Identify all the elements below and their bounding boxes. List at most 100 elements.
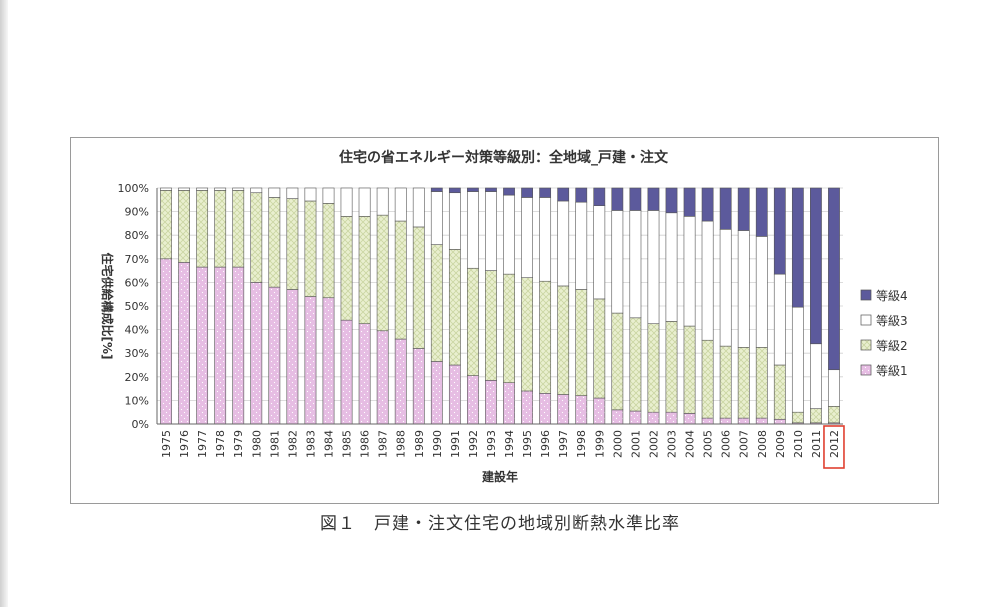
bar-segment bbox=[828, 405, 840, 424]
x-tick-label: 1988 bbox=[395, 430, 408, 458]
bar-segment bbox=[485, 187, 497, 192]
bar-segment bbox=[810, 343, 822, 409]
bar-segment bbox=[160, 258, 172, 425]
bar-segment bbox=[503, 187, 515, 196]
x-tick-label: 2002 bbox=[647, 430, 660, 458]
bar-segment bbox=[719, 345, 732, 419]
bar-segment bbox=[430, 191, 443, 245]
legend-label: 等級4 bbox=[876, 289, 908, 303]
bar-segment bbox=[286, 198, 299, 290]
y-tick-label: 10% bbox=[125, 394, 149, 407]
bar-segment bbox=[539, 197, 552, 282]
x-tick-label: 1976 bbox=[178, 430, 191, 458]
bar-segment bbox=[828, 369, 840, 407]
bar-segment bbox=[665, 411, 678, 425]
bar-segment bbox=[683, 187, 696, 217]
bar-segment bbox=[467, 187, 479, 192]
bar-segment bbox=[214, 266, 227, 425]
highlight-box bbox=[823, 425, 845, 469]
bar-segment bbox=[611, 187, 624, 211]
y-tick-label: 20% bbox=[125, 371, 149, 384]
bar-segment bbox=[430, 187, 443, 192]
bar-segment bbox=[448, 249, 461, 366]
legend-swatch bbox=[860, 314, 872, 326]
bar-segment bbox=[286, 289, 299, 425]
bar-segment bbox=[394, 187, 407, 222]
bar-segment bbox=[286, 187, 299, 199]
bar-segment bbox=[521, 187, 533, 198]
x-tick-label: 1999 bbox=[593, 430, 606, 458]
bar-segment bbox=[521, 390, 533, 425]
bar-segment bbox=[737, 230, 750, 348]
bar-segment bbox=[178, 187, 190, 191]
x-tick-label: 1993 bbox=[485, 430, 498, 458]
bar-segment bbox=[701, 187, 714, 222]
bar-segment bbox=[665, 187, 678, 214]
bar-segment bbox=[773, 273, 786, 366]
figure-caption: 図１ 戸建・注文住宅の地域別断熱水準比率 bbox=[320, 514, 680, 534]
x-tick-label: 1996 bbox=[539, 430, 552, 458]
bar-segment bbox=[322, 297, 335, 425]
bar-segment bbox=[828, 187, 840, 371]
bar-segment bbox=[178, 190, 190, 263]
x-tick-label: 1975 bbox=[160, 430, 173, 458]
x-tick-label: 2004 bbox=[684, 430, 697, 458]
legend-label: 等級3 bbox=[876, 314, 908, 328]
bar-segment bbox=[701, 220, 714, 341]
bar-segment bbox=[737, 417, 750, 425]
bar-segment bbox=[575, 395, 588, 425]
x-tick-label: 2008 bbox=[756, 430, 769, 458]
bar-segment bbox=[719, 187, 732, 230]
bar-segment bbox=[503, 273, 515, 384]
bar-segment bbox=[196, 187, 209, 191]
bar-segment bbox=[485, 380, 497, 425]
y-axis-label: 住宅供給構成比[%] bbox=[100, 253, 115, 360]
legend-swatch bbox=[860, 339, 872, 351]
bar-segment bbox=[376, 214, 389, 332]
x-tick-label: 2005 bbox=[702, 430, 715, 458]
bar-segment bbox=[430, 244, 443, 362]
bar-segment bbox=[467, 267, 479, 376]
bar-segment bbox=[629, 187, 642, 211]
bar-segment bbox=[665, 212, 678, 322]
bar-segment bbox=[755, 187, 768, 237]
bar-segment bbox=[394, 220, 407, 340]
bar-segment bbox=[647, 323, 660, 413]
y-tick-label: 80% bbox=[125, 229, 149, 242]
bar-segment bbox=[376, 187, 389, 216]
x-axis-label: 建設年 bbox=[481, 469, 518, 484]
bar-segment bbox=[575, 201, 588, 290]
bar-segment bbox=[773, 418, 786, 425]
bar-segment bbox=[557, 285, 570, 395]
bar-segment bbox=[232, 190, 245, 268]
bar-segment bbox=[701, 417, 714, 425]
bar-segment bbox=[268, 197, 281, 288]
x-tick-label: 1997 bbox=[557, 430, 570, 458]
bar-segment bbox=[539, 187, 552, 198]
bar-segment bbox=[593, 298, 606, 399]
bar-segment bbox=[358, 323, 371, 425]
bar-segment bbox=[412, 226, 425, 349]
bar-segment bbox=[521, 277, 533, 392]
bar-segment bbox=[593, 397, 606, 425]
x-tick-label: 1982 bbox=[286, 430, 299, 458]
x-tick-label: 1985 bbox=[341, 430, 354, 458]
bar-segment bbox=[629, 317, 642, 412]
x-tick-label: 2000 bbox=[611, 430, 624, 458]
bar-segment bbox=[268, 187, 281, 198]
x-tick-label: 1995 bbox=[521, 430, 534, 458]
bar-segment bbox=[250, 282, 263, 425]
y-tick-label: 40% bbox=[125, 324, 149, 337]
x-tick-label: 1989 bbox=[413, 430, 426, 458]
bar-segment bbox=[521, 197, 533, 278]
x-tick-label: 2006 bbox=[720, 430, 733, 458]
bar-segment bbox=[593, 205, 606, 300]
x-tick-label: 2011 bbox=[810, 430, 823, 458]
bar-segment bbox=[250, 192, 263, 283]
x-tick-label: 1992 bbox=[467, 430, 480, 458]
x-tick-label: 1977 bbox=[196, 430, 209, 458]
x-tick-label: 2012 bbox=[828, 430, 841, 458]
bar-segment bbox=[647, 187, 660, 211]
bar-segment bbox=[755, 417, 768, 425]
bar-segment bbox=[358, 187, 371, 217]
